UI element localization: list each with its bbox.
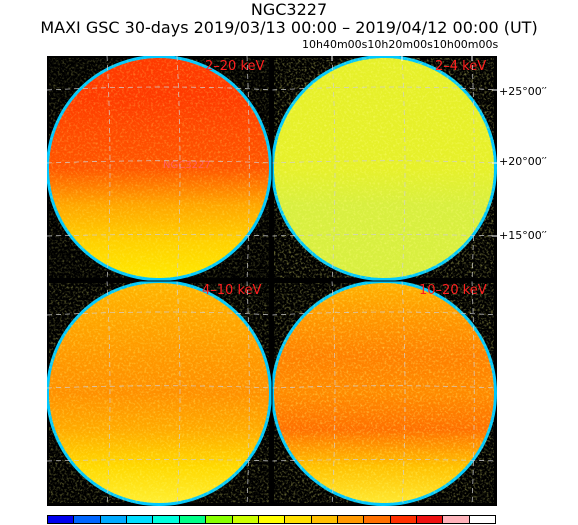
panel-2-4kev: 2–4 keV	[271, 56, 497, 281]
panel-label-10-20kev: 10–20 keV	[419, 283, 487, 298]
color-scale-segment	[364, 516, 391, 523]
color-scale-segment	[74, 516, 101, 523]
source-label: NGC3227	[163, 160, 211, 171]
panel-4-10kev: 4–10 keV	[47, 280, 272, 506]
panel-label-4-10kev: 4–10 keV	[202, 283, 262, 298]
color-scale-segment	[337, 516, 365, 523]
color-scale-bar	[47, 515, 496, 524]
color-scale-segment	[258, 516, 286, 523]
panel-10-20kev: 10–20 keV	[271, 280, 497, 506]
dec-tick-2: +20°00′′	[499, 155, 547, 168]
dec-tick-1: +25°00′′	[499, 85, 547, 98]
dec-tick-3: +15°00′′	[499, 229, 547, 242]
plot-title: NGC3227	[250, 0, 328, 19]
color-scale-segment	[206, 516, 233, 523]
panel-label-2-4kev: 2–4 keV	[435, 59, 486, 74]
color-scale-segment	[285, 516, 312, 523]
color-scale-segment	[443, 516, 470, 523]
color-scale-segment	[153, 516, 180, 523]
ra-tick-1: 10h40m00s	[302, 38, 368, 51]
sky-image-grid: 2–20 keV NGC3227 2–4 keV 4–10 keV 10–20 …	[47, 56, 497, 506]
panel-label-2-20kev: 2–20 keV	[205, 59, 265, 74]
ra-tick-2: 10h20m00s	[367, 38, 433, 51]
plot-subtitle: MAXI GSC 30-days 2019/03/13 00:00 – 2019…	[40, 18, 538, 37]
color-scale-segment	[417, 516, 444, 523]
coordinate-grid	[47, 56, 497, 506]
ra-axis-labels: 10h40m00s10h20m00s10h00m00s	[302, 38, 498, 51]
tick-marks	[331, 56, 497, 237]
color-scale-segment	[232, 516, 259, 523]
color-scale-segment	[469, 516, 496, 523]
color-scale-segment	[100, 516, 128, 523]
color-scale-segment	[311, 516, 338, 523]
color-scale-segment	[127, 516, 154, 523]
color-scale-segment	[179, 516, 207, 523]
color-scale-segment	[48, 516, 75, 523]
color-scale-segment	[390, 516, 418, 523]
panel-2-20kev: 2–20 keV NGC3227	[47, 56, 272, 281]
ra-tick-3: 10h00m00s	[432, 38, 499, 51]
